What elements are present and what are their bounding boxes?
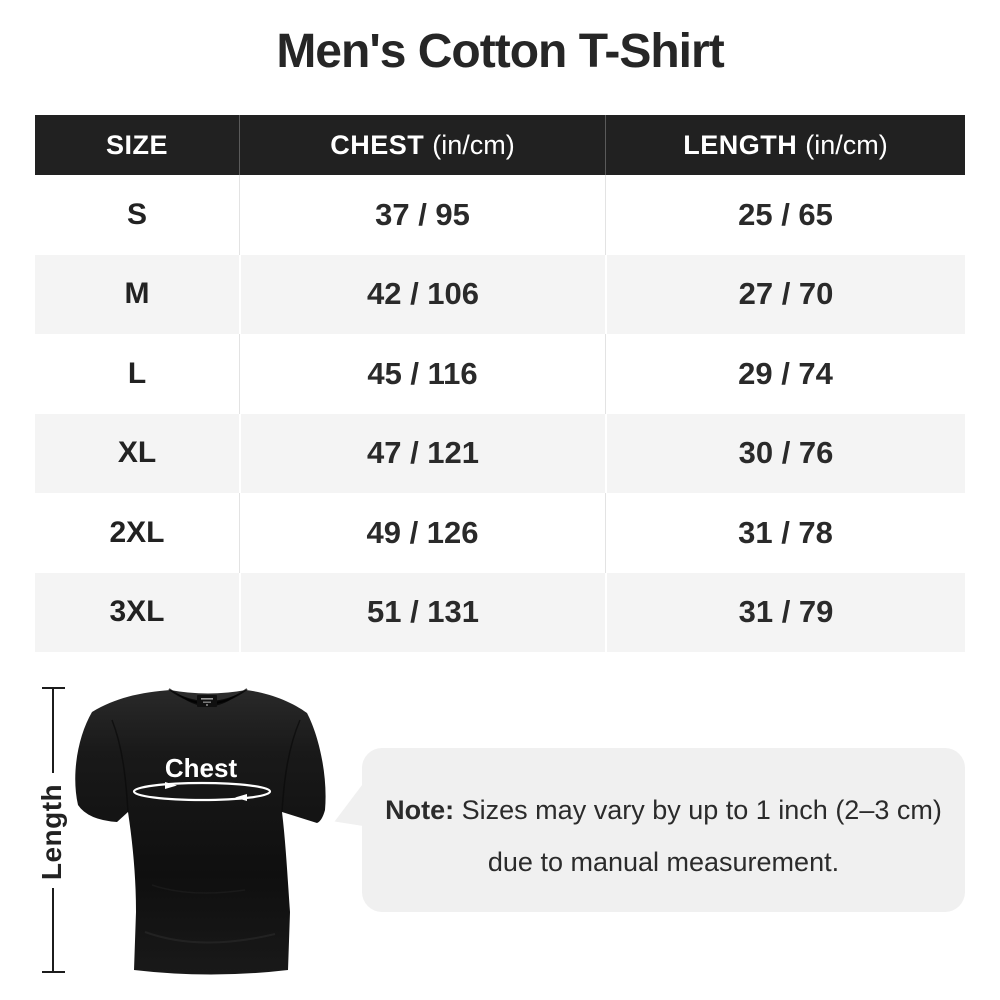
table-row: 2XL 49 / 126 31 / 78 <box>35 493 965 573</box>
chest-cell: 45 / 116 <box>239 334 605 414</box>
table-row: XL 47 / 121 30 / 76 <box>35 413 965 493</box>
length-cell: 31 / 78 <box>605 493 965 573</box>
chest-cell: 51 / 131 <box>239 572 605 652</box>
collar-label <box>197 695 217 707</box>
note-prefix: Note: <box>385 795 455 825</box>
size-cell: XL <box>35 413 239 493</box>
note-line-1: Note: Sizes may vary by up to 1 inch (2–… <box>362 784 965 836</box>
column-header-chest: CHEST (in/cm) <box>239 115 605 175</box>
length-line-lower <box>52 888 54 971</box>
collar-opening-shadow <box>176 693 240 707</box>
column-header-unit: (in/cm) <box>805 129 888 160</box>
table-row: 3XL 51 / 131 31 / 79 <box>35 572 965 652</box>
length-top-cap <box>42 687 65 689</box>
sleeve-seam-left <box>111 719 129 813</box>
size-cell: S <box>35 175 239 255</box>
page-title: Men's Cotton T-Shirt <box>276 25 724 78</box>
length-cell: 29 / 74 <box>605 334 965 414</box>
tshirt-body <box>75 690 326 975</box>
arrow-left-icon <box>235 794 247 801</box>
column-header-size: SIZE <box>35 115 239 175</box>
length-cell: 25 / 65 <box>605 175 965 255</box>
wrinkle-highlight <box>151 884 246 894</box>
size-cell: 3XL <box>35 572 239 652</box>
size-cell: M <box>35 254 239 334</box>
length-line-upper <box>52 689 54 773</box>
length-cell: 27 / 70 <box>605 254 965 334</box>
chest-axis-label: Chest <box>164 753 238 783</box>
table-row: L 45 / 116 29 / 74 <box>35 334 965 414</box>
note-text-1: Sizes may vary by up to 1 inch (2–3 cm) <box>461 795 942 825</box>
chest-cell: 42 / 106 <box>239 254 605 334</box>
chest-cell: 47 / 121 <box>239 413 605 493</box>
column-header-length: LENGTH (in/cm) <box>605 115 965 175</box>
length-bottom-cap <box>42 971 65 973</box>
table-row: M 42 / 106 27 / 70 <box>35 254 965 334</box>
column-header-label: LENGTH <box>683 129 798 160</box>
size-chart-table: SIZE CHEST (in/cm) LENGTH (in/cm) S 37 /… <box>35 115 965 652</box>
note-bubble: Note: Sizes may vary by up to 1 inch (2–… <box>362 748 965 912</box>
column-header-unit: (in/cm) <box>432 129 515 160</box>
chest-cell: 37 / 95 <box>239 175 605 255</box>
chest-cell: 49 / 126 <box>239 493 605 573</box>
length-cell: 30 / 76 <box>605 413 965 493</box>
size-cell: 2XL <box>35 493 239 573</box>
note-text-2: due to manual measurement. <box>487 847 840 877</box>
column-header-label: SIZE <box>105 129 168 160</box>
wrinkle-highlight <box>144 931 276 944</box>
size-cell: L <box>35 334 239 414</box>
table-header: SIZE CHEST (in/cm) LENGTH (in/cm) <box>35 115 965 175</box>
arrow-right-icon <box>165 782 177 789</box>
sleeve-seam-right <box>281 719 301 813</box>
length-cell: 31 / 79 <box>605 572 965 652</box>
column-header-label: CHEST <box>330 129 425 160</box>
note-line-2: due to manual measurement. <box>362 836 965 888</box>
tshirt-graphic <box>75 688 326 975</box>
table-row: S 37 / 95 25 / 65 <box>35 175 965 255</box>
table-body: S 37 / 95 25 / 65 M 42 / 106 27 / 70 L 4… <box>35 175 965 652</box>
chest-measure-ellipse <box>132 781 272 802</box>
